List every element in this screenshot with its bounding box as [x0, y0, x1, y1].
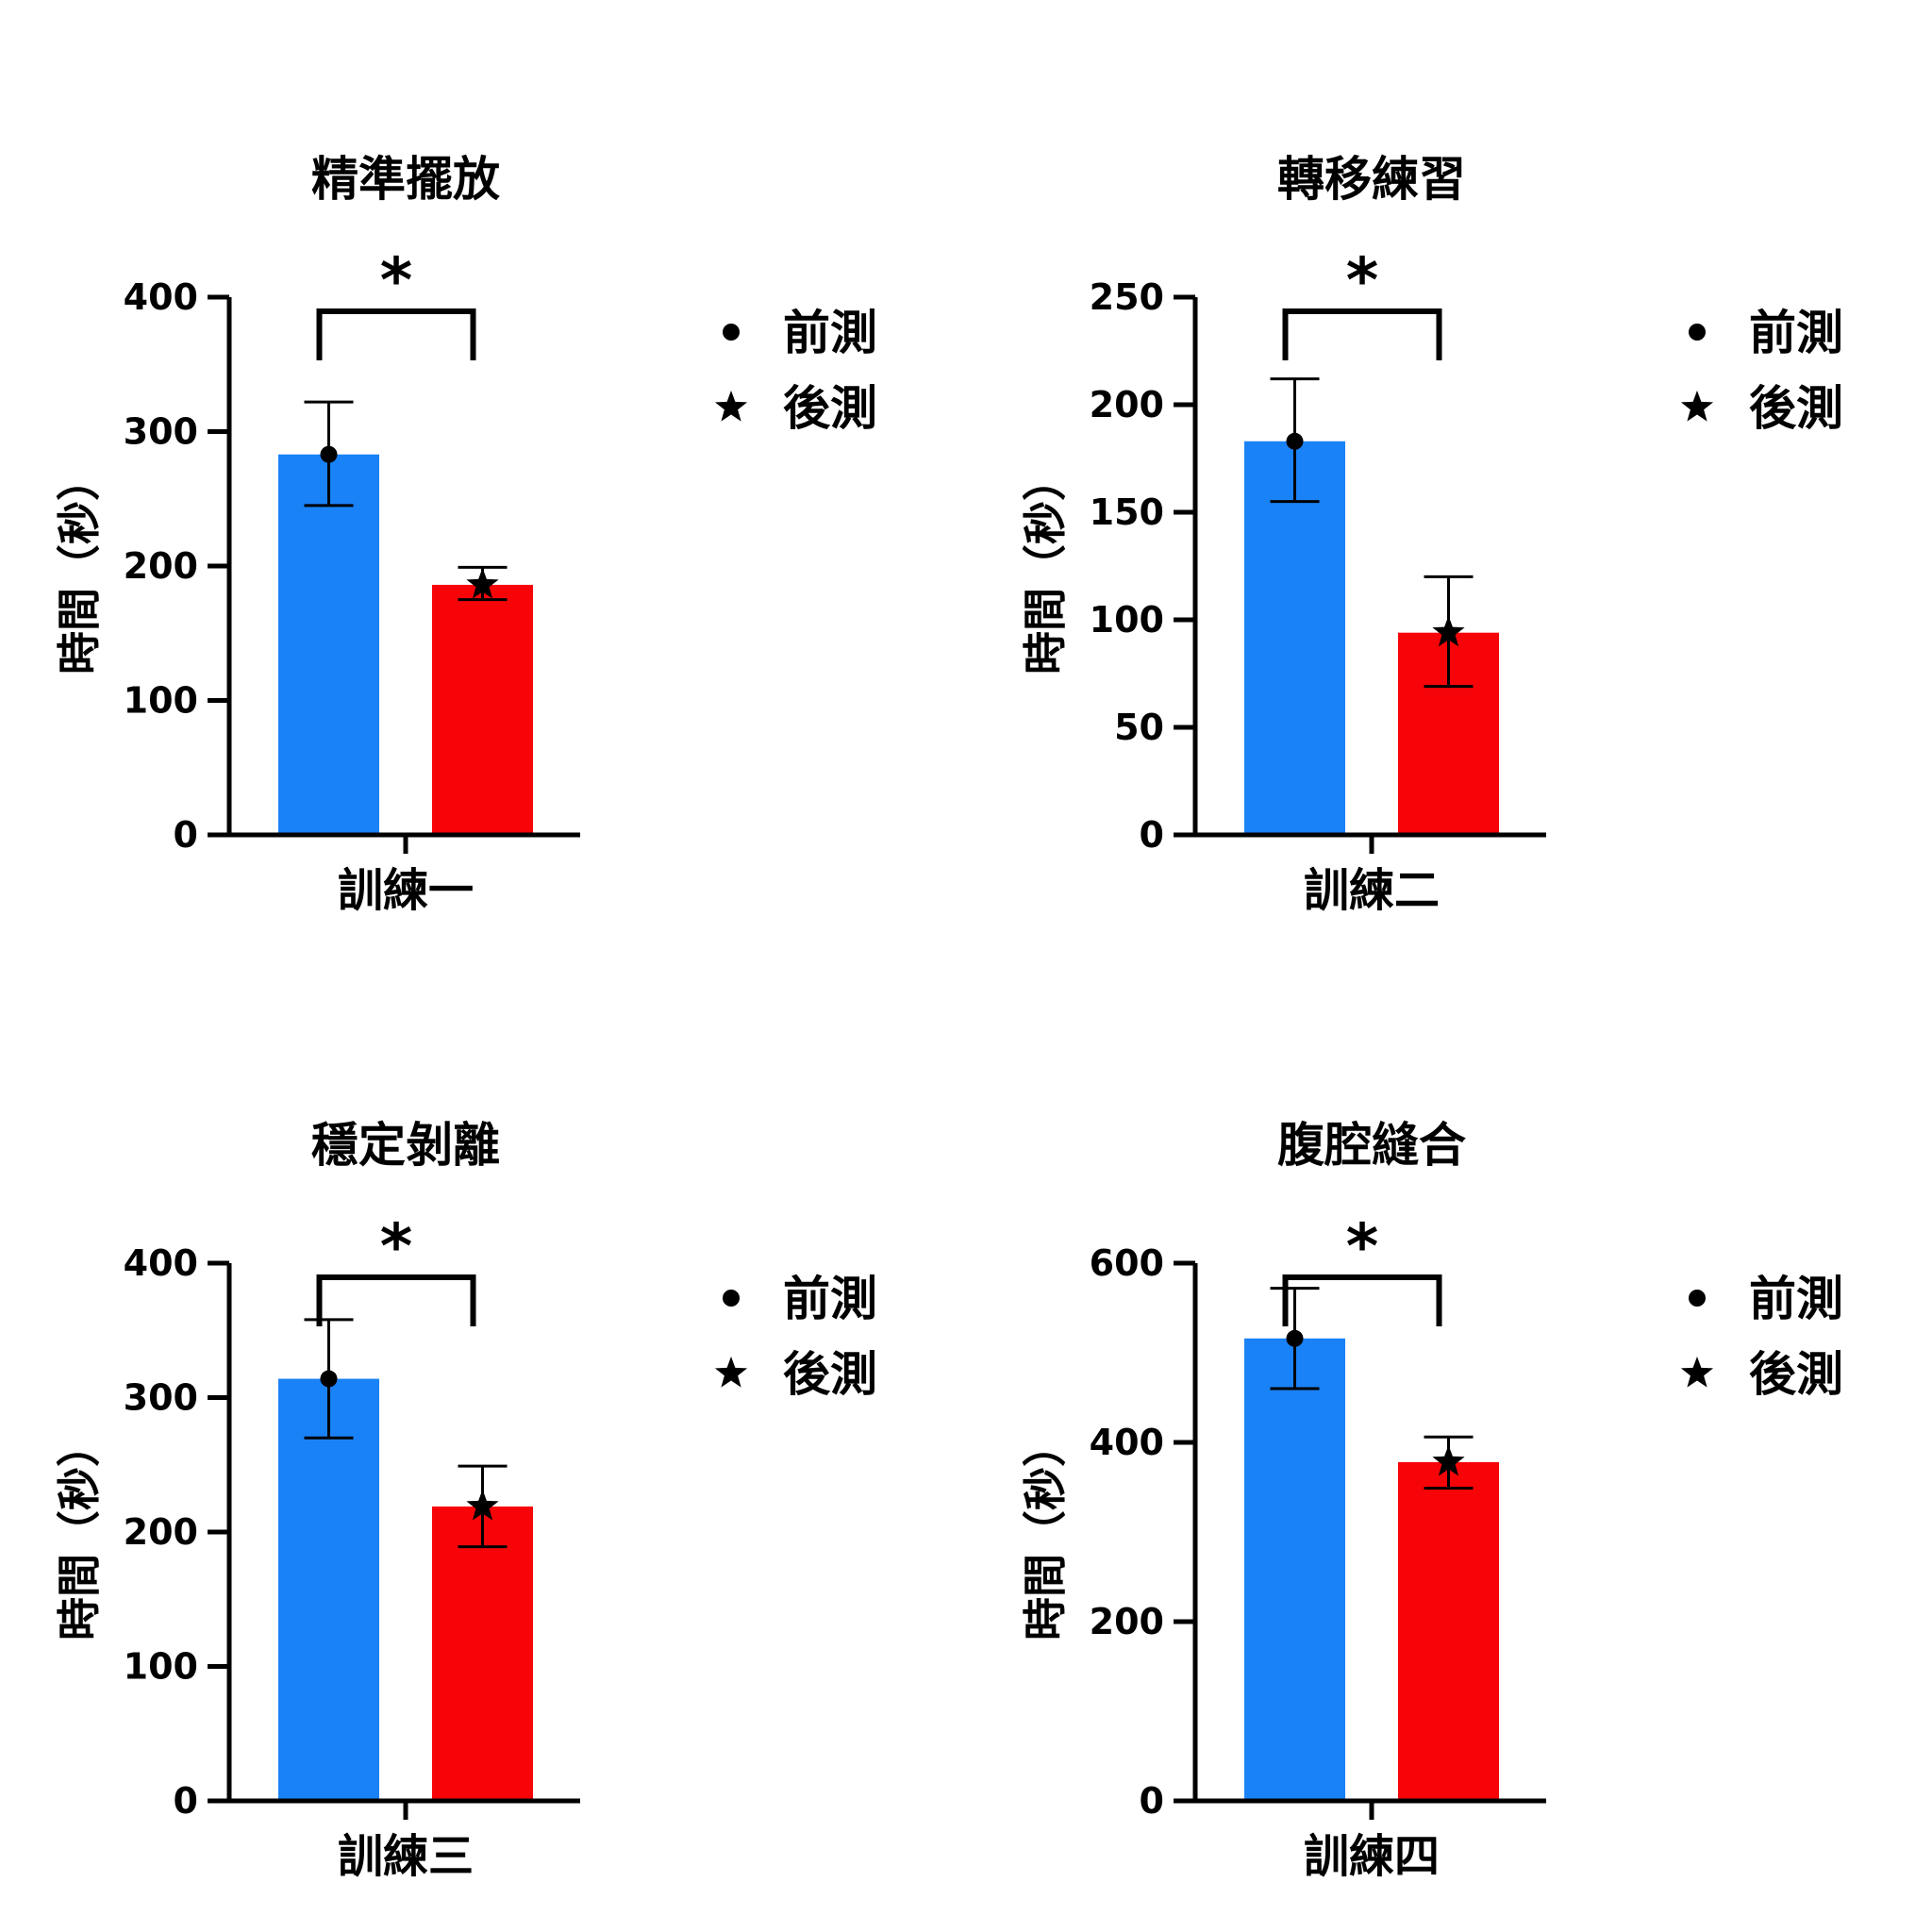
- y-axis-label: 時間（秒）: [1020, 458, 1071, 675]
- significance-bracket: [1282, 308, 1442, 360]
- y-tick-label: 0: [174, 1780, 198, 1822]
- significance-asterisk: *: [380, 244, 413, 317]
- chart-title: 精準擺放: [311, 152, 500, 207]
- y-tick-label: 250: [1090, 276, 1164, 318]
- y-tick-label: 200: [1090, 384, 1164, 425]
- data-point-dot: [320, 445, 338, 463]
- legend-label-posttest: 後測: [783, 381, 877, 436]
- legend-dot-icon: [723, 1290, 740, 1307]
- y-tick-label: 300: [124, 1377, 198, 1419]
- significance-bracket: [316, 1274, 476, 1326]
- y-tick-label: 150: [1090, 491, 1164, 533]
- significance-bracket: [1282, 1274, 1442, 1326]
- y-tick-label: 300: [124, 411, 198, 453]
- y-tick-label: 100: [1090, 599, 1164, 641]
- data-point-star: [466, 1489, 499, 1521]
- y-tick-label: 600: [1090, 1242, 1164, 1284]
- legend-label-pretest: 前測: [1749, 306, 1843, 360]
- x-category-label: 訓練二: [1304, 864, 1440, 917]
- data-point-dot: [1286, 1329, 1304, 1347]
- y-tick-label: 200: [124, 545, 198, 587]
- significance-bracket: [316, 308, 476, 360]
- x-category-label: 訓練一: [338, 864, 474, 917]
- y-axis-label: 時間（秒）: [54, 1424, 105, 1641]
- y-axis-label: 時間（秒）: [1020, 1424, 1071, 1641]
- chart-title: 穩定剝離: [311, 1118, 500, 1173]
- bar-posttest: [432, 1506, 533, 1801]
- legend-label-pretest: 前測: [783, 306, 877, 360]
- chart-panel-2: 轉移練習時間（秒） 0 50 100 150 200 250 訓練二 * 前測後測: [966, 0, 1932, 966]
- bar-pretest: [278, 1378, 379, 1801]
- legend-star-icon: [1680, 1357, 1714, 1388]
- data-point-star: [1432, 1444, 1465, 1476]
- legend-star-icon: [714, 391, 748, 422]
- y-tick-label: 0: [174, 814, 198, 856]
- legend-label-posttest: 後測: [783, 1347, 877, 1402]
- y-tick-label: 100: [124, 1646, 198, 1688]
- bar-posttest: [432, 584, 533, 835]
- significance-asterisk: *: [1346, 1210, 1379, 1283]
- bar-pretest: [278, 454, 379, 835]
- legend-dot-icon: [1689, 1290, 1706, 1307]
- chart-panel-1: 精準擺放時間（秒） 0 100 200 300 400 訓練一 * 前測後測: [0, 0, 966, 966]
- legend-dot-icon: [723, 324, 740, 341]
- legend-dot-icon: [1689, 324, 1706, 341]
- y-tick-label: 200: [124, 1511, 198, 1553]
- legend-label-pretest: 前測: [783, 1272, 877, 1326]
- y-axis-label: 時間（秒）: [54, 458, 105, 675]
- chart-panel-4: 腹腔縫合時間（秒） 0 200 400 600 訓練四 * 前測後測: [966, 966, 1932, 1932]
- y-tick-label: 400: [124, 1242, 198, 1284]
- y-tick-label: 0: [1140, 814, 1164, 856]
- data-point-dot: [1286, 432, 1304, 450]
- chart-title: 腹腔縫合: [1277, 1118, 1466, 1173]
- data-point-dot: [320, 1370, 338, 1388]
- y-tick-label: 200: [1090, 1601, 1164, 1642]
- chart-panel-3: 穩定剝離時間（秒） 0 100 200 300 400 訓練三 * 前測後測: [0, 966, 966, 1932]
- bar-pretest: [1244, 441, 1345, 835]
- significance-asterisk: *: [380, 1210, 413, 1283]
- legend-star-icon: [1680, 391, 1714, 422]
- data-point-star: [1432, 615, 1465, 647]
- significance-asterisk: *: [1346, 244, 1379, 317]
- legend-label-posttest: 後測: [1749, 1347, 1843, 1402]
- bar-posttest: [1398, 1461, 1499, 1801]
- legend-label-pretest: 前測: [1749, 1272, 1843, 1326]
- y-tick-label: 400: [1090, 1422, 1164, 1463]
- y-tick-label: 50: [1114, 707, 1164, 748]
- legend-star-icon: [714, 1357, 748, 1388]
- chart-title: 轉移練習: [1277, 152, 1466, 207]
- y-tick-label: 100: [124, 680, 198, 722]
- legend-label-posttest: 後測: [1749, 381, 1843, 436]
- bar-pretest: [1244, 1338, 1345, 1801]
- y-tick-label: 0: [1140, 1780, 1164, 1822]
- data-point-star: [466, 568, 499, 599]
- x-category-label: 訓練四: [1304, 1830, 1440, 1883]
- x-category-label: 訓練三: [338, 1830, 474, 1883]
- y-tick-label: 400: [124, 276, 198, 318]
